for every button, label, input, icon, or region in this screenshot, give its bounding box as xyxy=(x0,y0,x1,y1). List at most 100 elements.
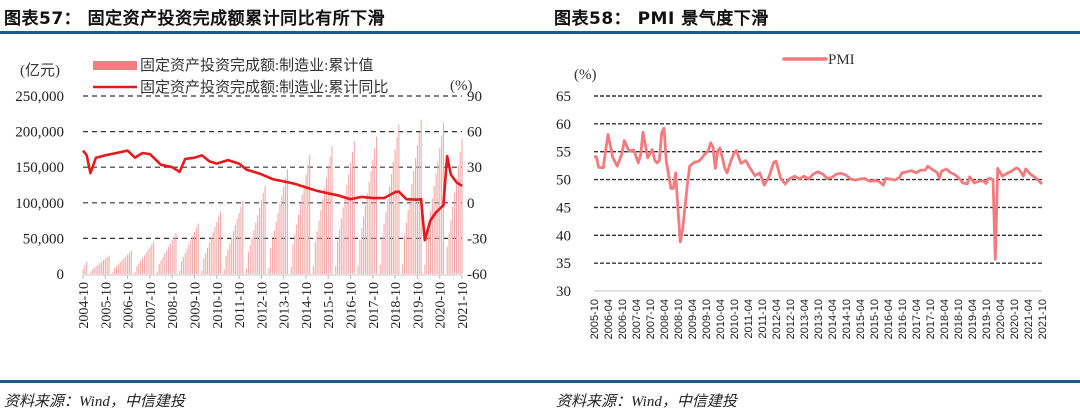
y-tick: 30 xyxy=(556,284,571,300)
x-tick-label: 2019-10 xyxy=(981,299,993,339)
bar xyxy=(387,199,389,274)
bar xyxy=(249,244,251,274)
bar xyxy=(398,124,400,274)
y-tick: 40 xyxy=(556,228,571,244)
bar xyxy=(298,214,300,274)
bar xyxy=(93,267,95,274)
bar xyxy=(396,136,398,274)
x-tick-label: 2011-04 xyxy=(743,299,755,339)
bar xyxy=(409,196,411,274)
bar xyxy=(260,200,262,274)
x-tick-label: 2009-10 xyxy=(701,299,713,339)
bar xyxy=(275,221,277,274)
bar xyxy=(158,263,160,274)
x-tick-label: 2018-10 xyxy=(389,282,404,329)
bar xyxy=(364,205,366,274)
bar xyxy=(383,224,385,274)
bar xyxy=(104,258,106,274)
y-left-tick: 250,000 xyxy=(15,89,64,105)
bar xyxy=(229,243,231,274)
bar xyxy=(381,236,383,274)
bar xyxy=(268,267,270,274)
bar xyxy=(255,222,257,274)
bar xyxy=(203,258,205,274)
legend-bar-swatch xyxy=(93,61,137,70)
bar xyxy=(318,220,320,274)
right-source-note: 资料来源：Wind，中信建投 xyxy=(556,394,737,410)
bar xyxy=(238,212,240,274)
y-left-tick: 50,000 xyxy=(23,231,64,247)
bar xyxy=(415,158,417,274)
y-right-tick: 60 xyxy=(467,125,482,141)
x-tick-label: 2007-10 xyxy=(144,282,159,329)
bar xyxy=(437,160,439,274)
bar xyxy=(312,266,314,274)
bar xyxy=(279,204,281,274)
bar xyxy=(292,244,294,274)
bar xyxy=(184,252,186,274)
bar xyxy=(314,241,316,274)
bar xyxy=(420,119,422,274)
bar xyxy=(452,206,454,274)
bar xyxy=(340,218,342,274)
bar xyxy=(160,260,162,274)
bar xyxy=(173,236,175,274)
bar xyxy=(91,269,93,274)
bar xyxy=(273,230,275,274)
bar xyxy=(195,227,197,274)
bar xyxy=(403,235,406,274)
bar xyxy=(299,204,301,274)
bar xyxy=(316,231,318,274)
bar xyxy=(424,264,426,274)
bar xyxy=(218,216,220,274)
x-tick-label: 2014-10 xyxy=(841,299,853,339)
bar xyxy=(138,263,140,274)
x-tick-label: 2015-10 xyxy=(869,299,881,339)
bar xyxy=(101,261,103,274)
bar xyxy=(140,260,142,274)
bar xyxy=(262,193,264,274)
bar xyxy=(327,167,329,274)
x-tick-label: 2020-10 xyxy=(434,282,449,329)
x-tick-label: 2021-10 xyxy=(1037,299,1049,339)
bar xyxy=(119,262,121,274)
bar xyxy=(426,236,428,274)
pmi-chart: 65 60 55 50 45 40 35 30 (%) 2005-10 2006-04 2006-10… xyxy=(556,52,1049,339)
x-tick-label: 2007-04 xyxy=(631,299,643,339)
x-tick-label: 2016-10 xyxy=(897,299,909,339)
bar xyxy=(115,266,118,274)
y-left-tick: 150,000 xyxy=(15,160,64,176)
x-tick-label: 2012-10 xyxy=(255,282,270,329)
bar xyxy=(225,255,227,274)
bar xyxy=(175,233,177,274)
left-chart-title: 图表57： 固定资产投资完成额累计同比有所下滑 xyxy=(4,9,386,29)
x-tick-label: 2011-10 xyxy=(757,299,769,339)
bar xyxy=(206,247,209,274)
bar xyxy=(320,209,322,274)
bar xyxy=(214,227,216,274)
bar xyxy=(186,248,188,274)
x-tick-label: 2006-10 xyxy=(122,282,137,329)
y-right-unit: (%) xyxy=(450,78,473,94)
bar xyxy=(389,186,391,274)
bar xyxy=(216,221,218,274)
bar xyxy=(322,199,324,274)
bar xyxy=(385,211,387,274)
bar xyxy=(102,260,105,274)
bar xyxy=(127,254,129,274)
x-tick-label: 2010-04 xyxy=(715,299,727,339)
bar xyxy=(376,136,378,274)
bar xyxy=(283,186,285,274)
bar xyxy=(346,185,348,274)
bar xyxy=(429,211,432,274)
bar xyxy=(272,239,274,274)
bar xyxy=(337,240,339,274)
bar xyxy=(448,233,450,274)
bar xyxy=(325,177,327,274)
y-tick: 65 xyxy=(556,89,571,105)
bar xyxy=(370,170,372,274)
bar xyxy=(190,240,192,274)
bar xyxy=(125,256,127,274)
bar xyxy=(99,263,101,274)
x-tick-label: 2010-10 xyxy=(211,282,226,329)
